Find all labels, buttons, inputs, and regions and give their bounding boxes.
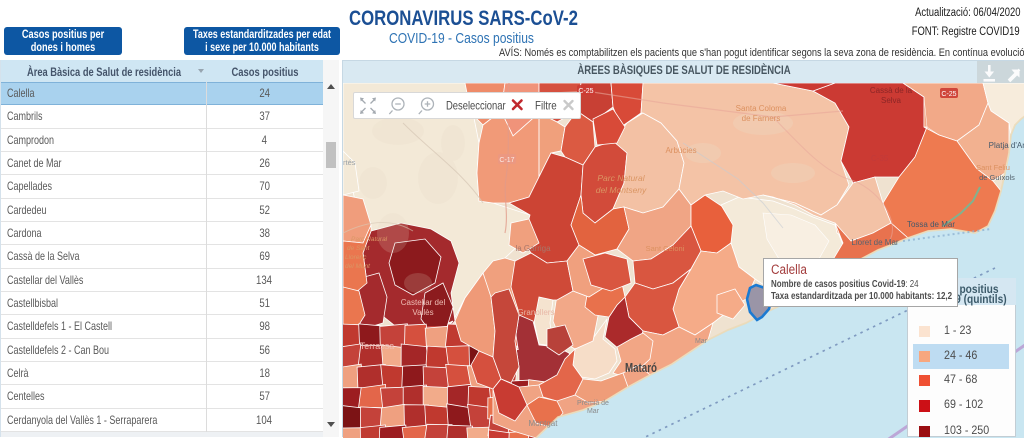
svg-text:Deseleccionar: Deseleccionar [446,100,506,113]
svg-text:del Munt: del Munt [345,263,371,270]
svg-text:Lloret de Mar: Lloret de Mar [851,238,898,247]
svg-text:Castellar del: Castellar del [401,298,446,307]
svg-text:Granollers: Granollers [518,308,555,317]
svg-text:Santa Coloma: Santa Coloma [736,104,787,113]
svg-text:Arbúcies: Arbúcies [665,146,696,155]
svg-text:la Garriga: la Garriga [515,244,551,253]
svg-text:Mar: Mar [695,338,708,345]
svg-text:C-25: C-25 [941,91,956,98]
svg-text:Tossa de Mar: Tossa de Mar [907,220,955,229]
svg-text:Filtre: Filtre [535,100,557,113]
svg-text:Parc Natural: Parc Natural [351,236,388,243]
svg-text:Montgat: Montgat [529,419,559,428]
svg-text:Llorenç: Llorenç [345,254,367,261]
svg-text:C-25: C-25 [578,88,593,95]
svg-text:Vallès: Vallès [412,308,433,317]
svg-text:C-35: C-35 [871,154,889,163]
svg-text:Sant Celoni: Sant Celoni [646,244,685,253]
svg-text:de Guíxols: de Guíxols [979,173,1015,182]
svg-text:Terrassa: Terrassa [360,341,395,351]
svg-text:Selva: Selva [881,96,902,105]
svg-text:Mataró: Mataró [625,362,657,376]
svg-text:de Sant: de Sant [347,245,371,252]
svg-text:de Farners: de Farners [742,114,781,123]
svg-text:Platja d'Aro: Platja d'Aro [989,141,1024,150]
svg-text:C-17: C-17 [499,157,514,164]
svg-text:Parc Natural: Parc Natural [597,173,645,183]
svg-text:Sant Feliu: Sant Feliu [976,163,1010,172]
svg-text:Premià de: Premià de [577,400,609,407]
svg-text:Cassà de la: Cassà de la [870,86,913,95]
svg-text:del Montseny: del Montseny [596,185,647,195]
svg-text:rtés: rtés [343,158,356,167]
svg-text:Mar: Mar [587,408,600,415]
